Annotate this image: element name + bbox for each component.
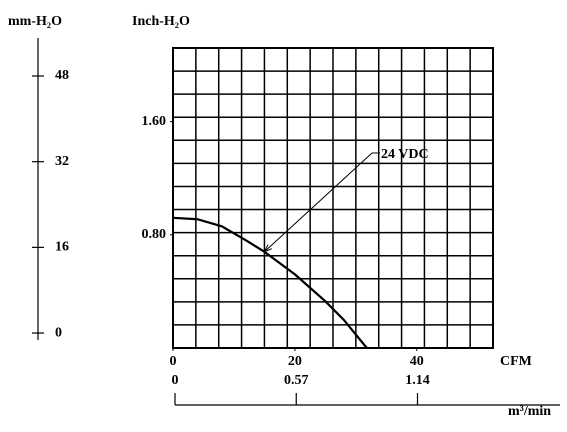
curve bbox=[172, 216, 368, 349]
plot-frame bbox=[172, 47, 494, 349]
x2-axis-label: m³/min bbox=[508, 404, 551, 419]
x-tick-label: 40 bbox=[410, 354, 424, 369]
annotation: 24 VDC bbox=[381, 147, 429, 162]
y-axis-label: Inch-H₂O bbox=[132, 14, 190, 29]
y-tick-label: 0.80 bbox=[142, 227, 167, 242]
y-tick-label: 1.60 bbox=[142, 114, 167, 129]
y2-tick-label: 0 bbox=[55, 325, 62, 340]
x2-tick-label: 1.14 bbox=[405, 373, 430, 388]
arrow-head bbox=[263, 244, 273, 253]
annotation-arrow bbox=[264, 152, 373, 253]
x2-tick-label: 0.57 bbox=[284, 373, 309, 388]
y2-tick-label: 48 bbox=[55, 68, 69, 83]
x-tick-label: 20 bbox=[288, 354, 302, 369]
y2-axis-label: mm-H₂O bbox=[8, 14, 62, 29]
y2-tick-label: 16 bbox=[55, 240, 69, 255]
x2-tick-label: 0 bbox=[172, 373, 179, 388]
x-tick-label: 0 bbox=[170, 354, 177, 369]
x-axis-label: CFM bbox=[500, 354, 532, 369]
y2-tick-label: 32 bbox=[55, 154, 69, 169]
